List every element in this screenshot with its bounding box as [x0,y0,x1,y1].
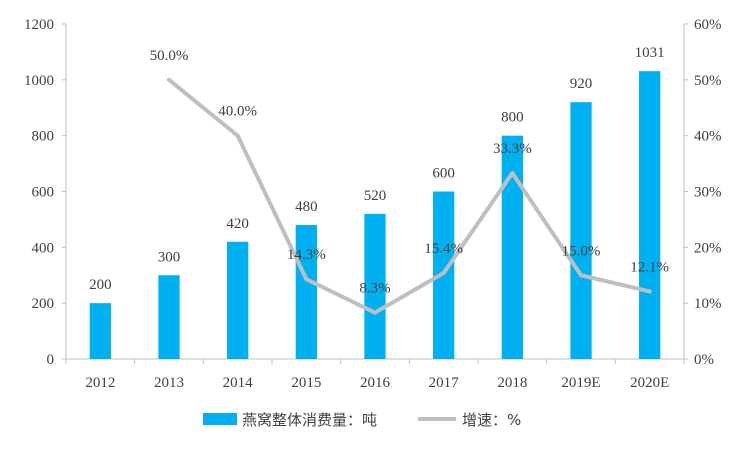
bar-value-label: 420 [226,216,249,232]
x-tick-label: 2015 [291,375,321,391]
growth-point [647,289,652,294]
x-tick-label: 2012 [85,375,115,391]
legend: 燕窝整体消费量：吨 增速：% [203,411,521,429]
x-tick-label: 2016 [360,375,391,391]
growth-line [167,77,652,315]
growth-value-label: 50.0% [150,48,189,64]
bar-value-label: 800 [501,110,524,126]
x-tick-label: 2018 [497,375,527,391]
growth-point [510,171,515,176]
right-tick-label: 30% [694,185,722,201]
left-tick-label: 600 [32,185,55,201]
bar-value-label: 600 [432,166,455,182]
growth-value-label: 15.0% [562,243,601,259]
right-tick-label: 20% [694,240,722,256]
left-tick-label: 1000 [24,73,54,89]
x-tick-label: 2019E [561,375,600,391]
data-labels: 200 300 420 480 520 600 800 920 1031 50.0% 40.0% 14… [89,45,669,296]
axes: 0 200 400 600 800 1000 1200 0% 10% 20% 30% 40% 50% 60… [24,17,722,391]
bar-series [89,71,661,360]
right-tick-label: 60% [694,17,722,33]
bar [364,213,386,359]
right-tick-label: 40% [694,129,722,145]
growth-point [579,273,583,278]
legend-label-line: 增速：% [462,411,521,429]
left-tick-label: 1200 [24,17,54,33]
bar-value-label: 520 [364,188,387,204]
x-tick-label: 2013 [154,375,184,391]
growth-value-label: 33.3% [493,141,532,157]
growth-point [441,271,446,276]
growth-value-label: 15.4% [424,241,463,257]
growth-value-label: 12.1% [630,259,669,275]
growth-point [235,133,240,138]
bar [501,135,523,359]
bar-value-label: 920 [570,76,593,92]
x-tick-label: 2020E [630,375,669,391]
x-tick-label: 2014 [223,375,254,391]
growth-value-label: 14.3% [287,247,326,263]
bar-value-label: 200 [89,277,112,293]
bar-value-label: 480 [295,199,318,215]
right-tick-label: 50% [694,73,722,89]
left-tick-label: 0 [47,352,55,368]
growth-value-label: 40.0% [218,104,257,120]
growth-point [167,77,171,82]
bar [570,102,592,360]
left-tick-label: 200 [32,296,55,312]
bar-value-label: 300 [158,249,181,265]
right-tick-label: 0% [694,352,714,368]
left-tick-label: 400 [32,240,55,256]
bar [158,275,180,359]
bar [639,71,661,359]
growth-value-label: 8.3% [359,281,390,297]
x-tick-label: 2017 [429,375,460,391]
bar-value-label: 1031 [635,45,665,61]
bar [295,225,317,359]
legend-swatch-bar [203,413,237,425]
legend-label-bar: 燕窝整体消费量：吨 [242,411,377,429]
right-tick-label: 10% [694,296,722,312]
left-tick-label: 800 [32,129,55,145]
growth-point [304,277,309,282]
growth-point [373,310,377,315]
bar [89,303,111,359]
bar [227,241,249,359]
line-series [167,77,652,315]
